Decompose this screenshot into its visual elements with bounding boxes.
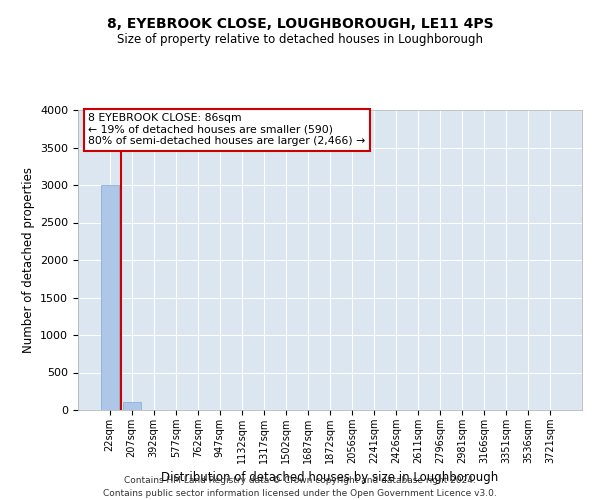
Y-axis label: Number of detached properties: Number of detached properties — [22, 167, 35, 353]
Bar — [101, 185, 119, 410]
Text: 8 EYEBROOK CLOSE: 86sqm
← 19% of detached houses are smaller (590)
80% of semi-d: 8 EYEBROOK CLOSE: 86sqm ← 19% of detache… — [88, 113, 365, 146]
Bar — [123, 402, 140, 410]
X-axis label: Distribution of detached houses by size in Loughborough: Distribution of detached houses by size … — [161, 472, 499, 484]
Text: Size of property relative to detached houses in Loughborough: Size of property relative to detached ho… — [117, 32, 483, 46]
Text: Contains HM Land Registry data © Crown copyright and database right 2024.
Contai: Contains HM Land Registry data © Crown c… — [103, 476, 497, 498]
Text: 8, EYEBROOK CLOSE, LOUGHBOROUGH, LE11 4PS: 8, EYEBROOK CLOSE, LOUGHBOROUGH, LE11 4P… — [107, 18, 493, 32]
